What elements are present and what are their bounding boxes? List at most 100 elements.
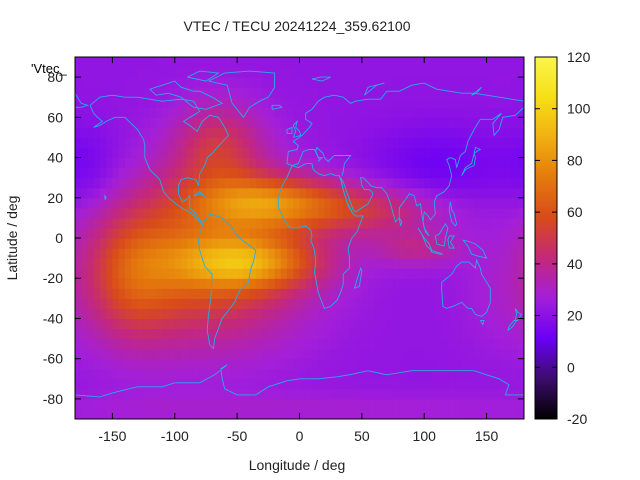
heatmap-cell: [149, 378, 157, 390]
heatmap-cell: [218, 288, 226, 299]
heatmap-cell: [461, 167, 469, 179]
heatmap-cell: [193, 368, 201, 380]
heatmap-cell: [499, 338, 506, 350]
heatmap-cell: [486, 258, 494, 269]
heatmap-cell: [399, 57, 407, 68]
heatmap-cell: [417, 167, 425, 179]
heatmap-cell: [399, 117, 407, 128]
heatmap-cell: [474, 258, 481, 269]
heatmap-cell: [417, 278, 425, 289]
heatmap-cell: [162, 167, 170, 179]
heatmap-cell: [87, 268, 95, 279]
y-tick-label: 0: [55, 230, 63, 246]
heatmap-cell: [280, 368, 288, 380]
heatmap-cell: [374, 97, 382, 108]
heatmap-cell: [99, 298, 107, 309]
heatmap-cell: [99, 358, 107, 370]
heatmap-cell: [237, 278, 244, 289]
heatmap-cell: [499, 207, 506, 219]
heatmap-cell: [311, 308, 319, 320]
heatmap-cell: [449, 77, 457, 88]
heatmap-cell: [511, 57, 519, 68]
heatmap-cell: [174, 87, 182, 98]
heatmap-cell: [374, 338, 382, 350]
heatmap-cell: [243, 258, 251, 269]
heatmap-cell: [193, 268, 201, 279]
heatmap-cell: [143, 197, 151, 209]
heatmap-cell: [474, 187, 481, 199]
heatmap-cell: [405, 348, 413, 360]
heatmap-cell: [455, 97, 463, 108]
heatmap-cell: [137, 227, 145, 239]
heatmap-cell: [311, 217, 319, 229]
heatmap-cell: [324, 358, 332, 370]
x-tick-label: -50: [227, 428, 247, 444]
heatmap-cell: [75, 147, 82, 159]
heatmap-cell: [330, 318, 338, 330]
heatmap-cell: [99, 308, 107, 320]
heatmap-cell: [274, 227, 282, 239]
chart-title: VTEC / TECU 20241224_359.62100: [183, 18, 410, 34]
heatmap-cell: [299, 57, 307, 68]
heatmap-cell: [106, 328, 114, 340]
heatmap-cell: [81, 238, 89, 249]
heatmap-cell: [380, 67, 388, 78]
heatmap-cell: [330, 248, 338, 259]
heatmap-cell: [224, 57, 232, 68]
heatmap-cell: [399, 167, 407, 179]
heatmap-cell: [268, 127, 276, 139]
heatmap-cell: [143, 308, 151, 320]
heatmap-cell: [243, 348, 251, 360]
heatmap-cell: [255, 368, 263, 380]
heatmap-cell: [255, 97, 263, 108]
heatmap-cell: [380, 408, 388, 419]
heatmap-cell: [280, 278, 288, 289]
heatmap-cell: [293, 67, 301, 78]
heatmap-cell: [106, 67, 114, 78]
heatmap-cell: [255, 338, 263, 350]
heatmap-cell: [368, 388, 375, 400]
heatmap-cell: [336, 147, 344, 159]
heatmap-cell: [436, 57, 444, 68]
heatmap-cell: [449, 167, 457, 179]
heatmap-cell: [436, 207, 444, 219]
heatmap-cell: [187, 278, 195, 289]
heatmap-cell: [293, 358, 301, 370]
heatmap-cell: [324, 248, 332, 259]
heatmap-cell: [355, 107, 363, 118]
heatmap-cell: [262, 288, 269, 299]
heatmap-cell: [405, 137, 413, 149]
heatmap-cell: [87, 147, 95, 159]
heatmap-cell: [517, 288, 524, 299]
coastline: [193, 191, 207, 199]
heatmap-cell: [137, 137, 145, 149]
heatmap-cell: [299, 87, 307, 98]
heatmap-cell: [311, 358, 319, 370]
heatmap-cell: [118, 227, 126, 239]
heatmap-cell: [517, 358, 524, 370]
heatmap-cell: [124, 97, 132, 108]
heatmap-cell: [517, 107, 524, 118]
colorbar-tick-label: 100: [567, 101, 591, 117]
heatmap-cell: [293, 378, 301, 390]
heatmap-cell: [174, 278, 182, 289]
heatmap-cell: [131, 197, 138, 209]
heatmap-cell: [393, 378, 400, 390]
heatmap-cell: [505, 197, 513, 209]
heatmap-cell: [449, 227, 457, 239]
heatmap-cell: [324, 338, 332, 350]
heatmap-cell: [474, 318, 481, 330]
heatmap-cell: [149, 238, 157, 249]
heatmap-cell: [299, 187, 307, 199]
heatmap-cell: [461, 87, 469, 98]
heatmap-cell: [93, 408, 101, 419]
heatmap-cell: [124, 258, 132, 269]
heatmap-cell: [255, 77, 263, 88]
heatmap-cell: [293, 57, 301, 68]
heatmap-cell: [287, 258, 294, 269]
heatmap-cell: [249, 177, 257, 189]
heatmap-cell: [318, 278, 326, 289]
heatmap-cell: [249, 207, 257, 219]
heatmap-cell: [386, 278, 394, 289]
heatmap-cell: [168, 127, 176, 139]
